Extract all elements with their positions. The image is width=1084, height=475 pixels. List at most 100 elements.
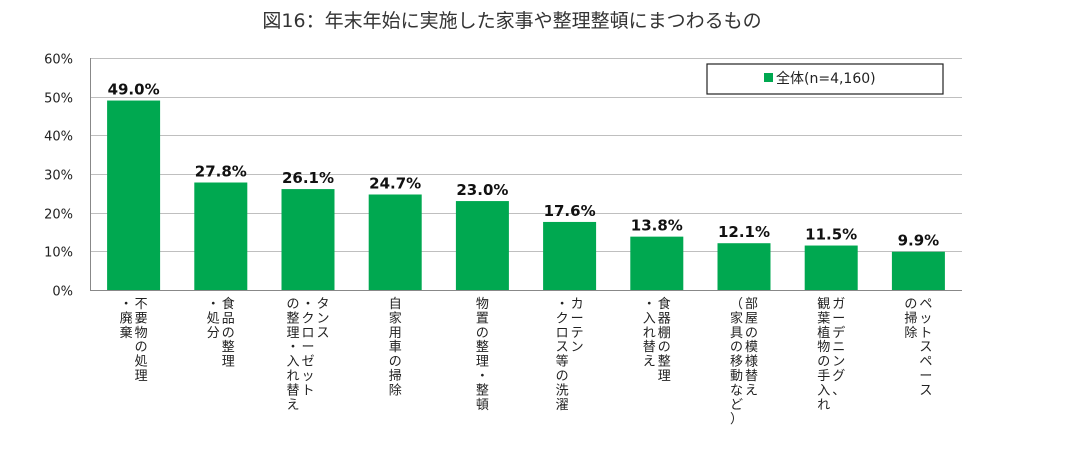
category-char: 整 <box>476 383 489 398</box>
category-char: 物 <box>817 340 830 355</box>
bar <box>455 201 509 290</box>
category-char: 、 <box>832 383 845 398</box>
category-char: ス <box>556 340 569 355</box>
y-tick-label: 60% <box>44 53 73 68</box>
category-char: の <box>476 326 489 341</box>
category-char: れ <box>286 369 299 384</box>
category-char: え <box>745 383 758 398</box>
data-label: 11.5% <box>805 226 857 244</box>
category-char: 替 <box>745 369 758 384</box>
category-char: え <box>286 398 299 413</box>
category-char: 替 <box>286 383 299 398</box>
category-char: 洗 <box>556 383 569 398</box>
category-char: 模 <box>745 340 758 355</box>
category-char: ッ <box>919 311 932 326</box>
category-char: 食 <box>658 296 671 312</box>
category-char: 理 <box>658 369 671 384</box>
category-char: テ <box>571 326 584 341</box>
category-char: ス <box>919 383 932 398</box>
category-char: 掃 <box>904 310 917 326</box>
category-char: ー <box>571 311 584 326</box>
category-char: 車 <box>389 340 402 355</box>
category-char: 除 <box>389 383 402 398</box>
category-char: 自 <box>389 297 402 312</box>
chart-title: 図16：年末年始に実施した家事や整理整頓にまつわるもの <box>262 10 761 32</box>
category-char: な <box>730 383 743 398</box>
x-axis-categories: 不要物の処理・廃棄食品の整理・処分タンス・クローゼットの整理・入れ替え自家用車の… <box>120 296 933 427</box>
legend-label: 全体(n=4,160) <box>776 70 876 87</box>
category-char: ク <box>301 311 314 326</box>
bar <box>107 100 161 291</box>
category-char: の <box>904 297 917 312</box>
category-char: ガ <box>832 297 845 312</box>
bar <box>543 221 597 290</box>
category-char: ・ <box>556 297 569 312</box>
category-char: れ <box>817 398 830 413</box>
category-char: タ <box>316 297 329 312</box>
y-axis: 0% 10% 20% 30% 40% 50% 60% <box>44 53 73 300</box>
category-char: ペ <box>919 297 932 312</box>
category-char: ス <box>919 340 932 355</box>
category-char: 入 <box>643 311 656 326</box>
category-char: 整 <box>476 340 489 355</box>
y-tick-label: 20% <box>44 208 73 223</box>
category-char: 器 <box>658 311 671 326</box>
category-char: ペ <box>919 355 932 370</box>
category-char: ー <box>301 340 314 355</box>
category-char: 手 <box>817 369 830 384</box>
category-char: 濯 <box>556 398 569 413</box>
category-char: ど <box>730 398 743 413</box>
bar <box>368 194 422 290</box>
category-char: 分 <box>207 326 220 341</box>
category-char: の <box>556 369 569 384</box>
bar <box>891 251 945 290</box>
data-label: 12.1% <box>718 223 770 241</box>
category-char: ・ <box>120 297 133 312</box>
category-char: え <box>643 355 656 370</box>
bar <box>804 245 858 290</box>
category-char: の <box>135 340 148 355</box>
category-char: ・ <box>643 297 656 312</box>
y-tick-label: 50% <box>44 92 73 107</box>
category-char: カ <box>571 297 584 312</box>
category-char: 除 <box>904 326 917 341</box>
category-char: ス <box>316 326 329 341</box>
category-char: 理 <box>135 369 148 384</box>
category-char: 理 <box>476 355 489 370</box>
category-char: ・ <box>207 297 220 312</box>
bar <box>630 236 684 290</box>
category-char: 不 <box>135 297 148 312</box>
data-label: 9.9% <box>898 232 940 250</box>
bar <box>281 189 335 290</box>
category-char: 物 <box>476 297 489 312</box>
y-tick-label: 0% <box>52 285 73 300</box>
category-char: ー <box>919 369 932 384</box>
category-char: 部 <box>745 297 758 312</box>
category-char: 替 <box>643 340 656 355</box>
category-char: 掃 <box>389 368 402 384</box>
category-char: 棄 <box>120 326 133 341</box>
category-char: 要 <box>135 311 148 326</box>
data-label: 24.7% <box>369 174 421 192</box>
category-char: グ <box>832 369 845 384</box>
category-char: の <box>389 355 402 370</box>
category-char: ・ <box>301 297 314 312</box>
category-char: 用 <box>389 326 402 341</box>
category-char: の <box>730 340 743 355</box>
category-char: の <box>817 355 830 370</box>
category-char: 入 <box>817 383 830 398</box>
category-char: 食 <box>222 296 235 312</box>
category-char: 動 <box>730 369 743 384</box>
category-char: 具 <box>730 326 743 341</box>
category-char: 観 <box>817 297 830 312</box>
category-char: 品 <box>222 311 235 326</box>
category-char: 植 <box>817 326 830 341</box>
category-char: れ <box>643 326 656 341</box>
category-char: 処 <box>135 355 148 370</box>
